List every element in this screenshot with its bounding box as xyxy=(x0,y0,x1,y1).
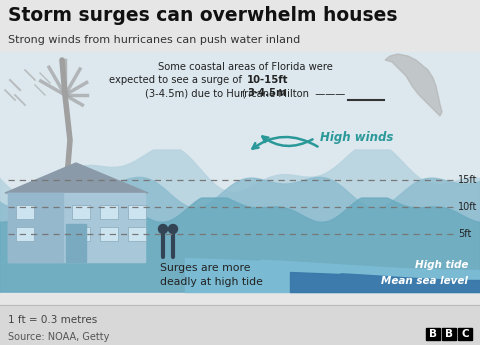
Bar xyxy=(442,328,456,340)
Bar xyxy=(128,205,146,219)
Text: Surges are more
deadly at high tide: Surges are more deadly at high tide xyxy=(160,263,263,287)
Bar xyxy=(16,205,34,219)
Text: C: C xyxy=(461,329,469,339)
Circle shape xyxy=(168,225,178,234)
Text: expected to see a surge of: expected to see a surge of xyxy=(109,75,245,85)
Bar xyxy=(8,193,63,262)
Bar xyxy=(0,305,480,345)
Bar xyxy=(426,328,440,340)
Text: 5ft: 5ft xyxy=(458,229,471,239)
Text: 1 ft = 0.3 metres: 1 ft = 0.3 metres xyxy=(8,315,97,325)
Text: High winds: High winds xyxy=(320,131,394,145)
Text: Strong winds from hurricanes can push water inland: Strong winds from hurricanes can push wa… xyxy=(8,35,300,45)
Text: B: B xyxy=(429,329,437,339)
Bar xyxy=(128,227,146,241)
Bar xyxy=(100,205,118,219)
Text: Storm surges can overwhelm houses: Storm surges can overwhelm houses xyxy=(8,6,397,25)
Bar xyxy=(458,328,472,340)
Text: 10ft: 10ft xyxy=(458,202,478,212)
Text: Some coastal areas of Florida were: Some coastal areas of Florida were xyxy=(157,62,333,72)
Text: 10-15ft: 10-15ft xyxy=(247,75,288,85)
Bar xyxy=(16,227,34,241)
Bar xyxy=(0,52,480,292)
Bar xyxy=(72,227,90,241)
Text: (3-4.5m) due to Hurricane Milton  ———: (3-4.5m) due to Hurricane Milton ——— xyxy=(145,88,345,98)
Bar xyxy=(66,224,86,262)
Text: B: B xyxy=(445,329,453,339)
Text: (: ( xyxy=(241,88,245,98)
Text: Mean sea level: Mean sea level xyxy=(381,276,468,286)
Bar xyxy=(100,227,118,241)
Bar xyxy=(8,193,145,262)
Text: Source: NOAA, Getty: Source: NOAA, Getty xyxy=(8,332,109,342)
Bar xyxy=(72,205,90,219)
Text: 3-4.5m: 3-4.5m xyxy=(247,88,287,98)
Polygon shape xyxy=(5,163,148,193)
Text: 15ft: 15ft xyxy=(458,175,478,185)
Text: High tide: High tide xyxy=(415,260,468,270)
Polygon shape xyxy=(385,54,442,116)
Circle shape xyxy=(158,225,168,234)
